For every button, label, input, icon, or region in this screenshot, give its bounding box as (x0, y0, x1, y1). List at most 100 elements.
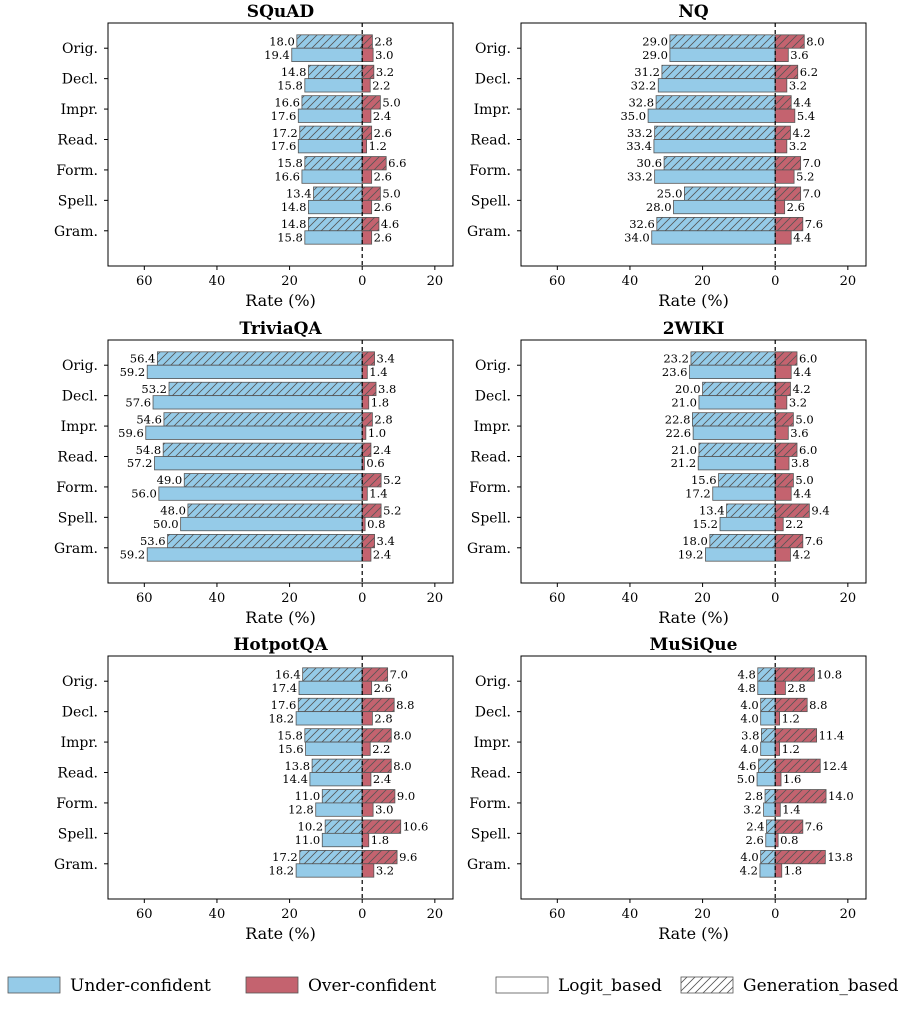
data-label-over-logit: 3.2 (789, 78, 807, 92)
data-label-over-gen: 3.4 (377, 534, 395, 548)
axes-frame (520, 22, 867, 267)
bar-under-logit (145, 425, 363, 440)
category-label: Spell. (471, 193, 511, 209)
bar-hatch-over-gen (775, 819, 803, 834)
axes-frame (107, 22, 454, 267)
bar-hatch-over-gen (775, 698, 808, 712)
data-label-over-logit: 0.6 (366, 456, 384, 470)
bar-under-logit (760, 741, 776, 756)
data-label-over-gen: 2.8 (374, 412, 392, 426)
data-label-under-logit: 33.4 (626, 139, 652, 153)
x-axis-label: Rate (%) (245, 924, 316, 943)
data-label-over-logit: 2.4 (373, 772, 391, 786)
data-label-under-logit: 15.2 (692, 517, 718, 531)
bar-under-logit (158, 486, 363, 501)
data-label-over-gen: 9.6 (399, 850, 417, 864)
bar-hatch-under-gen (664, 156, 776, 170)
category-label: Impr. (61, 735, 98, 751)
data-label-under-gen: 56.4 (130, 352, 156, 366)
bar-under-logit (154, 456, 363, 471)
data-label-under-logit: 17.2 (685, 487, 711, 501)
bar-hatch-over-gen (362, 34, 373, 49)
bar-hatch-under-gen (304, 156, 363, 170)
data-label-over-gen: 6.0 (799, 443, 817, 457)
bar-hatch-under-gen (684, 186, 776, 201)
data-label-over-logit: 1.4 (369, 487, 387, 501)
legend-label: Logit_based (558, 976, 662, 996)
bar-hatch-over-gen (362, 534, 375, 548)
bar-hatch-over-gen (362, 698, 395, 712)
data-label-under-logit: 19.4 (264, 48, 290, 62)
data-label-over-logit: 3.2 (789, 395, 807, 409)
data-label-over-gen: 9.0 (397, 789, 415, 803)
data-label-under-logit: 5.0 (737, 772, 755, 786)
bar-over-logit (774, 456, 790, 471)
data-label-under-gen: 4.6 (738, 759, 756, 773)
bar-under-logit (291, 47, 363, 63)
data-label-over-logit: 2.2 (372, 742, 390, 756)
data-label-over-logit: 3.6 (790, 426, 808, 440)
data-label-under-gen: 15.6 (691, 473, 717, 487)
data-label-over-gen: 2.6 (374, 126, 392, 140)
category-label: Spell. (58, 193, 98, 209)
bar-hatch-over-gen (362, 156, 387, 170)
bar-hatch-under-gen (298, 698, 363, 712)
bar-under-logit (756, 772, 776, 787)
data-label-under-logit: 35.0 (620, 109, 646, 123)
data-label-over-logit: 1.0 (368, 426, 386, 440)
panel-title: TriviaQA (239, 319, 322, 339)
data-label-under-gen: 22.8 (665, 412, 691, 426)
bar-under-logit (146, 364, 363, 380)
panel-title: MuSiQue (650, 635, 738, 655)
bar-under-logit (712, 486, 776, 501)
category-label: Read. (57, 766, 98, 782)
x-tick-label: 20 (281, 274, 298, 289)
data-label-over-logit: 1.2 (369, 139, 387, 153)
data-label-under-gen: 14.8 (281, 217, 307, 231)
bar-hatch-over-gen (775, 126, 791, 140)
x-tick-label: 0 (358, 907, 366, 922)
bar-over-logit (361, 169, 373, 184)
bar-over-logit (361, 78, 371, 93)
bar-under-logit (647, 108, 776, 123)
bar-hatch-under-gen (766, 819, 776, 834)
data-label-over-logit: 4.2 (792, 547, 810, 561)
category-label: Gram. (54, 541, 98, 557)
data-label-over-gen: 12.4 (822, 759, 848, 773)
category-label: Spell. (58, 826, 98, 842)
legend-label: Under-confident (70, 976, 211, 996)
data-label-over-gen: 2.8 (374, 35, 392, 49)
bar-hatch-under-gen (661, 65, 776, 79)
data-label-under-gen: 11.0 (295, 789, 321, 803)
data-label-under-gen: 14.8 (281, 65, 307, 79)
bar-under-logit (760, 711, 776, 726)
x-tick-label: 60 (549, 274, 566, 289)
data-label-over-logit: 2.6 (374, 681, 392, 695)
data-label-under-gen: 49.0 (157, 473, 183, 487)
data-label-over-gen: 10.8 (816, 668, 842, 682)
data-label-under-logit: 4.8 (737, 681, 755, 695)
data-label-under-gen: 30.6 (636, 156, 662, 170)
x-tick-label: 40 (622, 274, 639, 289)
data-label-over-logit: 0.8 (780, 833, 798, 847)
bar-over-logit (774, 395, 788, 410)
bar-hatch-under-gen (299, 850, 363, 864)
data-label-under-gen: 23.2 (663, 352, 689, 366)
data-label-over-gen: 6.2 (800, 65, 818, 79)
category-label: Gram. (467, 224, 511, 240)
bar-over-logit (361, 772, 372, 787)
data-label-over-gen: 5.0 (795, 412, 813, 426)
data-label-over-gen: 5.0 (382, 187, 400, 201)
data-label-over-logit: 1.2 (782, 742, 800, 756)
data-label-under-logit: 18.2 (269, 863, 295, 877)
bar-under-logit (657, 78, 776, 93)
data-label-under-gen: 4.8 (737, 668, 755, 682)
x-tick-label: 20 (281, 907, 298, 922)
data-label-under-gen: 29.0 (642, 35, 668, 49)
bar-hatch-over-gen (362, 759, 392, 773)
category-label: Orig. (475, 358, 511, 374)
data-label-under-gen: 25.0 (657, 187, 683, 201)
bar-hatch-over-gen (362, 850, 398, 864)
